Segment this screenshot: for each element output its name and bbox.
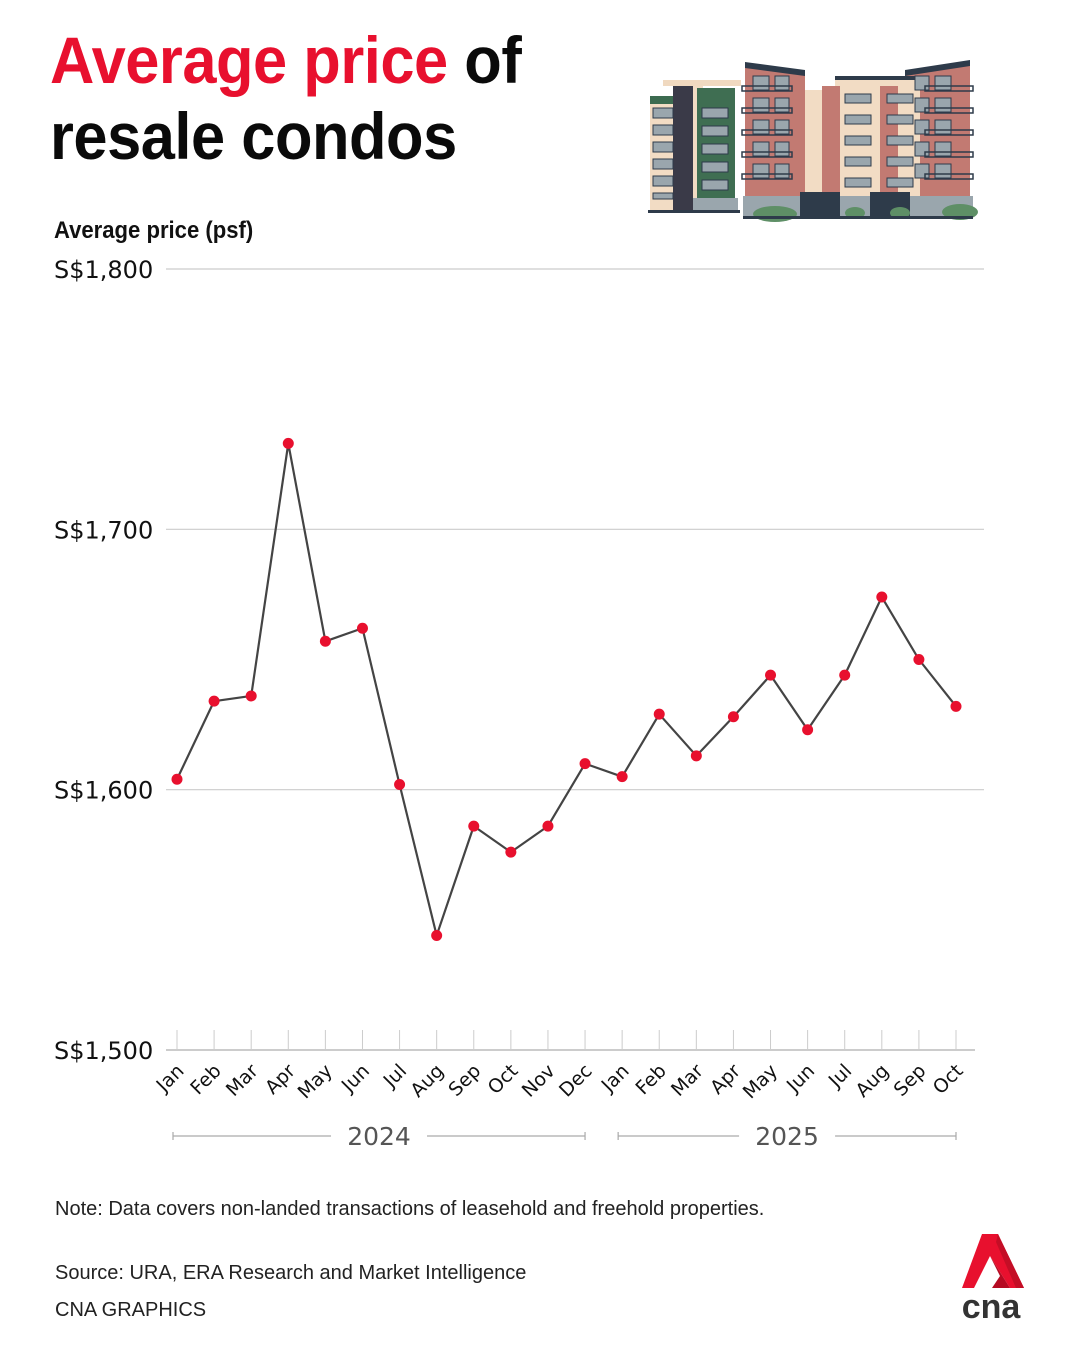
gridlines xyxy=(166,268,984,791)
source-line: Source: URA, ERA Research and Market Int… xyxy=(55,1262,527,1284)
data-point xyxy=(653,708,665,720)
small-building xyxy=(648,80,741,213)
data-point xyxy=(579,758,591,770)
data-point xyxy=(727,711,739,723)
cna-logo-text: cna xyxy=(962,1288,1022,1322)
x-tick-label: Feb xyxy=(186,1060,225,1099)
x-tick-label: Sep xyxy=(890,1060,931,1101)
y-axis-ticks: S$1,500 S$1,600 S$1,700 S$1,800 xyxy=(54,256,153,1065)
data-point xyxy=(802,724,814,736)
x-tick-label: Aug xyxy=(852,1060,894,1102)
y-axis-title: Average price (psf) xyxy=(54,217,254,244)
data-point xyxy=(282,437,294,449)
price-line xyxy=(176,442,957,937)
cna-logo: cna xyxy=(962,1234,1024,1322)
title-highlight: Average price xyxy=(50,23,448,97)
y-tick-label: S$1,600 xyxy=(54,777,153,805)
title-line-1: Average price of xyxy=(50,22,522,98)
data-point xyxy=(616,771,628,783)
condo-buildings-illustration xyxy=(648,60,978,222)
x-tick-label: Jan xyxy=(152,1060,189,1097)
credit-line: CNA GRAPHICS xyxy=(55,1299,207,1321)
year-label: 2025 xyxy=(755,1122,819,1151)
x-tick-label: Mar xyxy=(222,1060,263,1101)
x-tick-label: May xyxy=(739,1060,782,1103)
x-tick-label: Apr xyxy=(261,1060,300,1099)
x-tick-label: Oct xyxy=(484,1060,523,1099)
data-point xyxy=(839,669,851,681)
x-tick-label: Oct xyxy=(929,1060,968,1099)
year-groups: 2024 2025 xyxy=(172,1122,957,1151)
x-tick-label: Jul xyxy=(379,1060,411,1092)
data-point xyxy=(690,750,702,762)
data-point xyxy=(245,690,257,702)
large-building xyxy=(741,60,978,222)
x-tick-label: Dec xyxy=(555,1060,597,1102)
x-tick-label: Sep xyxy=(444,1060,485,1101)
data-point xyxy=(950,700,962,712)
x-tick-label: Nov xyxy=(518,1060,560,1102)
x-tick-label: Aug xyxy=(406,1060,448,1102)
x-tick-label: Mar xyxy=(667,1060,708,1101)
year-label: 2024 xyxy=(347,1122,411,1151)
x-tick-label: Jun xyxy=(337,1060,374,1097)
y-tick-label: S$1,500 xyxy=(54,1037,153,1065)
data-point xyxy=(913,654,925,665)
y-tick-label: S$1,800 xyxy=(54,256,153,284)
footnote: Note: Data covers non-landed transaction… xyxy=(55,1198,765,1220)
data-points xyxy=(171,437,962,941)
x-tick-label: May xyxy=(294,1060,337,1103)
data-point xyxy=(505,846,517,858)
data-point xyxy=(431,929,443,941)
data-point xyxy=(876,591,888,603)
data-point xyxy=(542,820,554,832)
x-tick-label: Feb xyxy=(631,1060,670,1099)
x-tick-label: Jul xyxy=(824,1060,856,1092)
data-point xyxy=(208,695,220,707)
chart-title: Average price of resale condos xyxy=(50,22,522,174)
x-tick-label: Jan xyxy=(597,1060,634,1097)
y-tick-label: S$1,700 xyxy=(54,516,153,544)
data-point xyxy=(468,820,480,832)
series-line xyxy=(176,442,957,937)
data-point xyxy=(171,773,183,785)
data-point xyxy=(356,622,368,634)
title-rest: of xyxy=(464,23,522,97)
data-point xyxy=(319,635,331,647)
title-line-2: resale condos xyxy=(50,99,457,173)
data-point xyxy=(765,669,777,681)
x-tick-label: Jun xyxy=(782,1060,819,1097)
x-tick-label: Apr xyxy=(706,1060,745,1099)
data-point xyxy=(394,778,406,790)
